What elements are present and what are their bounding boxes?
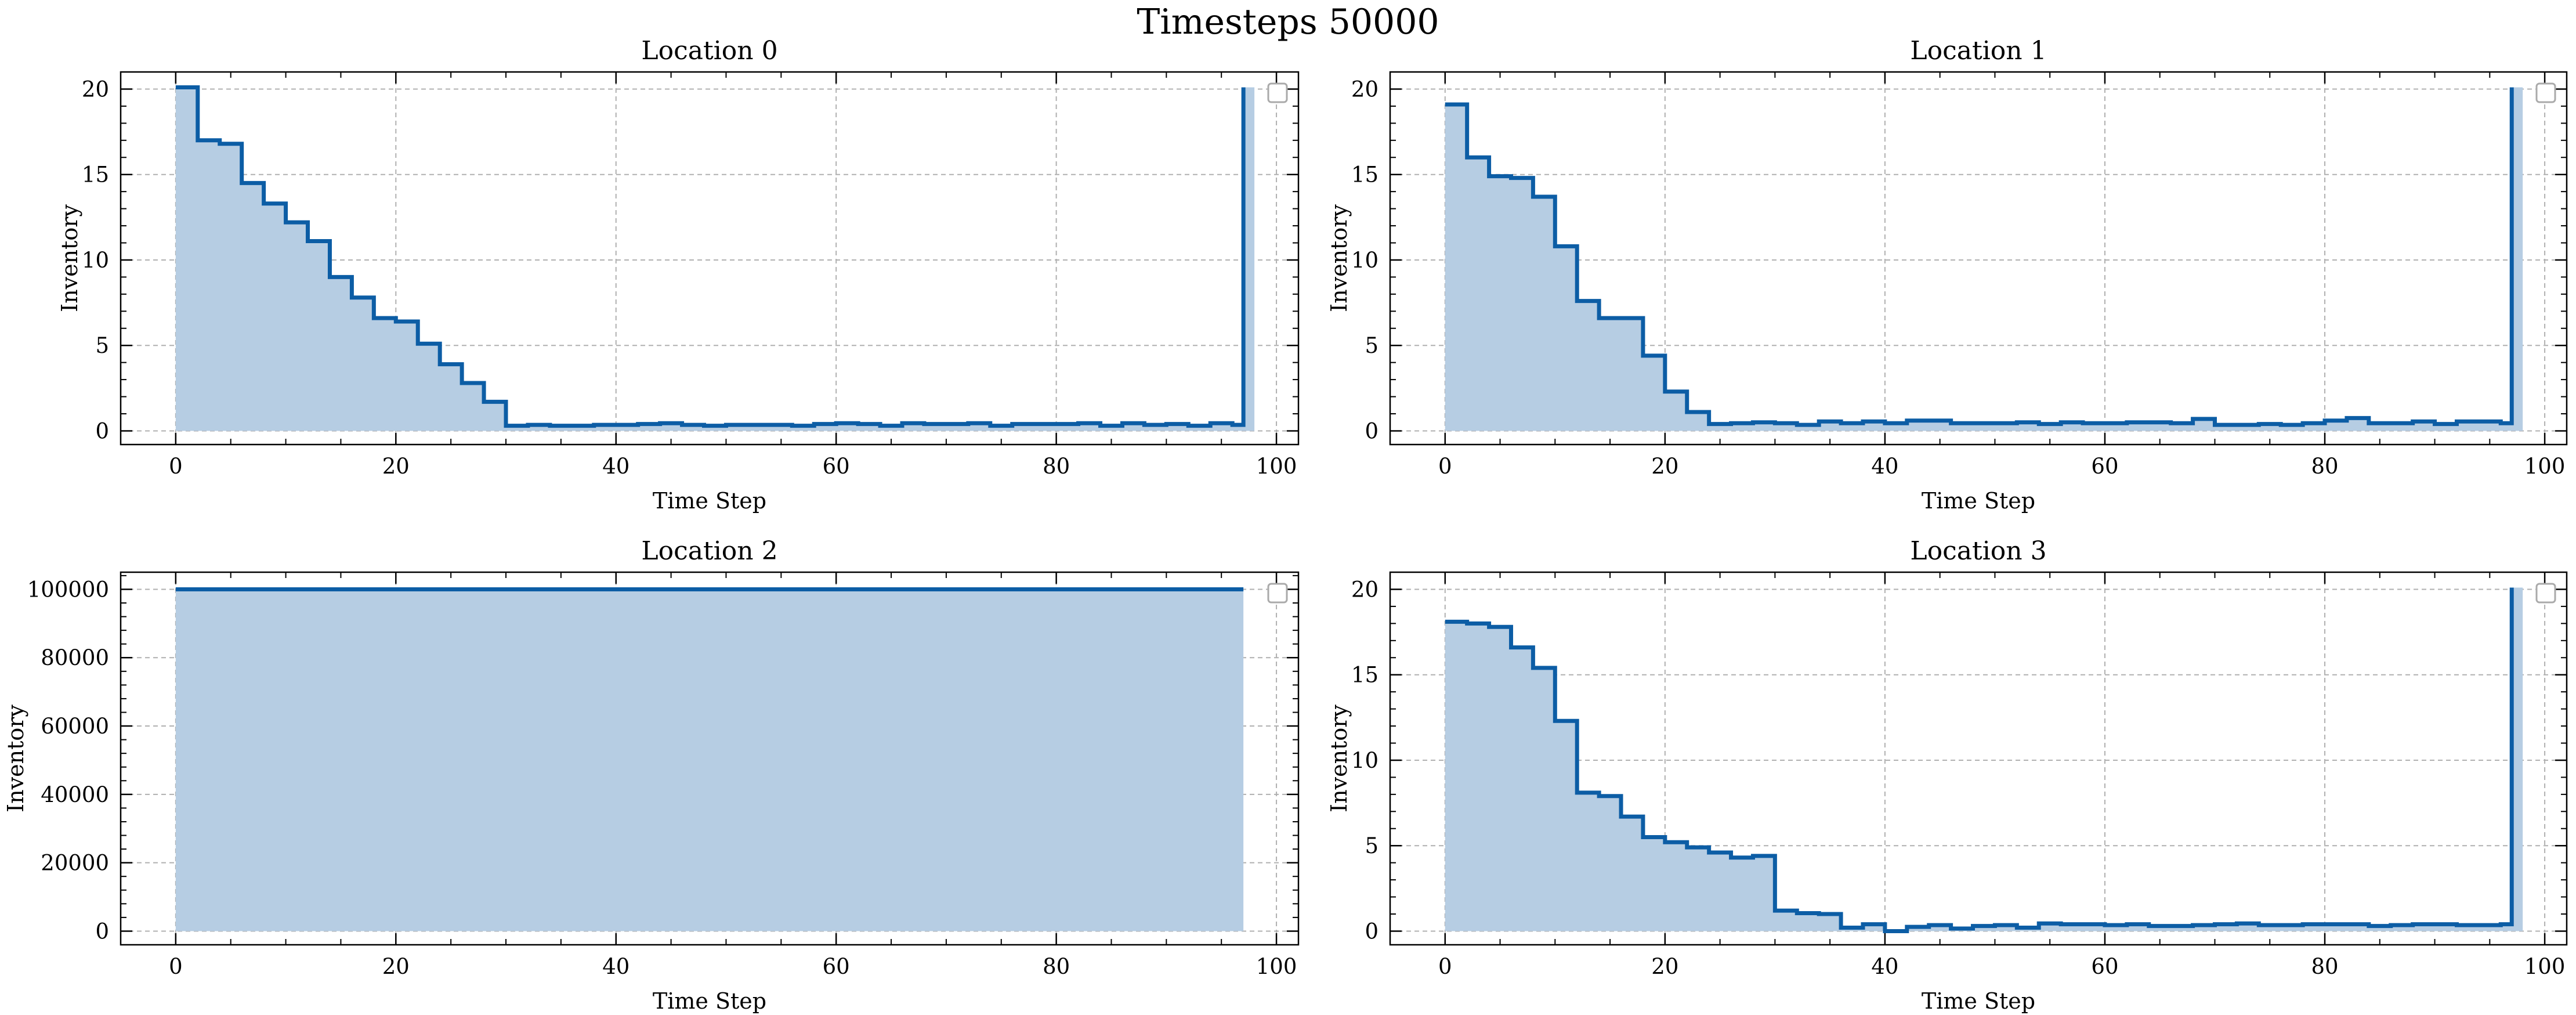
x-tick-label: 60 — [823, 954, 850, 979]
y-axis-label: Inventory — [1326, 705, 1352, 812]
axes-frame — [1389, 71, 2568, 446]
y-tick-label: 15 — [1351, 162, 1379, 187]
x-tick-label: 40 — [1871, 954, 1898, 979]
y-tick-label: 80000 — [41, 645, 109, 670]
y-tick-label: 10 — [1351, 248, 1379, 273]
x-tick-label: 80 — [2311, 954, 2338, 979]
x-tick-label: 40 — [602, 954, 629, 979]
x-tick-label: 20 — [1651, 454, 1678, 479]
axes-frame — [120, 71, 1300, 446]
series-line — [1445, 587, 2514, 933]
y-tick-label: 15 — [82, 162, 109, 187]
x-tick-label: 20 — [382, 954, 410, 979]
y-tick-label: 40000 — [41, 782, 109, 807]
series-fill — [1445, 87, 2523, 431]
y-axis-label: Inventory — [3, 705, 28, 812]
x-tick-label: 0 — [169, 454, 183, 479]
x-tick-label: 20 — [382, 454, 410, 479]
subplot-3: 0 20 40 60 80 100 0 5 10 15 20 Location 3 Time Step I… — [1326, 536, 2568, 1014]
x-tick-label: 0 — [1438, 954, 1452, 979]
y-tick-label: 5 — [1365, 333, 1379, 358]
y-tick-label: 100000 — [27, 577, 109, 602]
x-tick-label: 40 — [602, 454, 629, 479]
x-tick-label: 100 — [2524, 454, 2566, 479]
axes-frame — [120, 571, 1300, 946]
x-tick-label: 0 — [169, 954, 183, 979]
y-tick-label: 10 — [82, 248, 109, 273]
y-tick-label: 20 — [82, 77, 109, 102]
y-tick-label: 10 — [1351, 748, 1379, 773]
legend-box — [1267, 583, 1288, 604]
series-fill — [175, 589, 1244, 931]
y-tick-label: 20000 — [41, 851, 109, 876]
series-fill — [1445, 587, 2523, 931]
axes-frame — [1389, 571, 2568, 946]
y-tick-label: 15 — [1351, 663, 1379, 688]
subplot-title: Location 0 — [641, 36, 777, 66]
series-line — [175, 85, 1246, 428]
x-tick-label: 100 — [1256, 454, 1297, 479]
legend-box — [1267, 82, 1288, 103]
subplot-0: 0 20 40 60 80 100 0 5 10 15 20 Location 0 Time Step I… — [57, 36, 1300, 514]
y-tick-label: 0 — [1365, 919, 1379, 944]
series-line — [1445, 87, 2514, 427]
x-tick-label: 80 — [2311, 454, 2338, 479]
y-tick-label: 5 — [1365, 833, 1379, 858]
x-tick-label: 100 — [2524, 954, 2566, 979]
y-tick-label: 0 — [95, 418, 109, 443]
x-tick-label: 60 — [2091, 454, 2118, 479]
x-tick-label: 100 — [1256, 954, 1297, 979]
x-tick-label: 40 — [1871, 454, 1898, 479]
legend-box — [2535, 583, 2556, 604]
x-tick-label: 60 — [2091, 954, 2118, 979]
series-fill — [175, 87, 1255, 431]
subplot-1: 0 20 40 60 80 100 0 5 10 15 20 Location 1 Time Step I… — [1326, 36, 2568, 514]
x-tick-label: 80 — [1043, 954, 1070, 979]
subplot-title: Location 3 — [1910, 536, 2046, 566]
legend-box — [2535, 82, 2556, 103]
x-axis-label: Time Step — [1922, 988, 2035, 1014]
x-axis-label: Time Step — [653, 488, 766, 514]
subplot-title: Location 1 — [1910, 36, 2046, 66]
y-tick-label: 20 — [1351, 577, 1379, 602]
y-tick-label: 0 — [1365, 418, 1379, 443]
x-tick-label: 20 — [1651, 954, 1678, 979]
y-tick-label: 0 — [95, 919, 109, 944]
figure-title: Timesteps 50000 — [1137, 2, 1439, 42]
y-tick-label: 60000 — [41, 714, 109, 739]
x-tick-label: 0 — [1438, 454, 1452, 479]
y-axis-label: Inventory — [1326, 204, 1352, 312]
y-axis-label: Inventory — [57, 204, 82, 312]
x-tick-label: 80 — [1043, 454, 1070, 479]
y-tick-label: 5 — [95, 333, 109, 358]
y-tick-label: 20 — [1351, 77, 1379, 102]
x-axis-label: Time Step — [653, 988, 766, 1014]
subplot-2: 0 20 40 60 80 100 0 20000 40000 60000 80000 100000 L… — [3, 536, 1300, 1014]
x-axis-label: Time Step — [1922, 488, 2035, 514]
x-tick-label: 60 — [823, 454, 850, 479]
subplot-title: Location 2 — [641, 536, 777, 566]
